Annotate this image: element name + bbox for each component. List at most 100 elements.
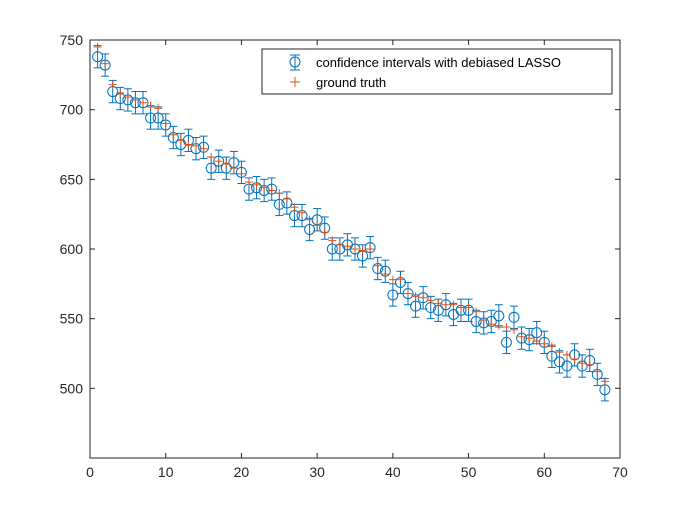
ci-estimate-marker [470, 315, 482, 327]
ground-truth-marker [320, 228, 329, 237]
ground-truth-marker [585, 360, 594, 369]
ground-truth-marker [199, 144, 208, 153]
y-tick-label: 550 [60, 311, 84, 327]
ci-estimate-marker [205, 162, 217, 174]
ground-truth-marker [396, 275, 405, 284]
ci-estimate-marker [402, 288, 414, 300]
ground-truth-marker [593, 367, 602, 376]
ci-estimate-marker [137, 97, 149, 109]
ground-truth-layer [93, 42, 609, 386]
ground-truth-marker [510, 325, 518, 334]
ci-estimate-marker [213, 155, 225, 167]
y-tick-label: 750 [60, 32, 84, 48]
ground-truth-marker [540, 339, 549, 348]
ground-truth-marker [108, 80, 117, 89]
ci-estimate-marker [152, 112, 164, 124]
ground-truth-marker [237, 169, 246, 178]
ground-truth-marker [532, 336, 541, 345]
ci-point [546, 344, 558, 368]
ground-truth-marker [275, 189, 284, 198]
ground-truth-marker [449, 300, 458, 309]
ground-truth-marker [335, 240, 344, 249]
ground-truth-marker [464, 303, 473, 312]
ground-truth-marker [563, 350, 571, 359]
legend-box [261, 48, 613, 95]
ground-truth-marker [525, 334, 534, 343]
x-tick-label: 60 [536, 464, 552, 480]
ground-truth-marker [305, 215, 314, 224]
ground-truth-marker [479, 316, 488, 325]
y-tick-label: 650 [60, 171, 84, 187]
ci-estimate-marker [417, 292, 429, 304]
ci-estimate-marker [493, 310, 505, 322]
ground-truth-marker [547, 342, 556, 351]
ground-truth-marker [411, 292, 420, 301]
y-tick-label: 600 [60, 241, 84, 257]
ground-truth-marker [101, 59, 110, 68]
ci-estimate-marker [508, 311, 520, 323]
y-tick-label: 500 [60, 380, 84, 396]
ci-point [387, 283, 399, 307]
ground-truth-marker [472, 307, 481, 316]
ground-truth-marker [502, 323, 511, 332]
ground-truth-marker [343, 242, 352, 251]
ground-truth-marker [139, 98, 147, 107]
ground-truth-marker [116, 88, 125, 97]
ci-point [213, 149, 225, 173]
ci-estimate-marker [410, 300, 422, 312]
ground-truth-marker [184, 140, 193, 149]
ground-truth-marker [229, 164, 238, 173]
ground-truth-marker [260, 183, 269, 192]
x-tick-label: 50 [461, 464, 477, 480]
ci-estimate-marker [304, 223, 316, 235]
ground-truth-marker [358, 246, 367, 255]
axis-ticks: 0 10 20 30 40 50 60 70 500 550 600 650 700 750 [60, 32, 628, 480]
ground-truth-marker [328, 236, 337, 245]
ci-estimate-marker [500, 336, 512, 348]
ground-truth-marker [245, 178, 253, 187]
ground-truth-marker [578, 359, 587, 368]
ground-truth-marker [146, 101, 155, 110]
legend-marker-errorbar [289, 54, 301, 71]
ground-truth-marker [207, 153, 216, 162]
ground-truth-marker [313, 221, 322, 230]
ground-truth-marker [457, 303, 465, 312]
ground-truth-marker [154, 104, 163, 113]
x-tick-label: 20 [234, 464, 250, 480]
ground-truth-marker [298, 208, 306, 217]
ground-truth-marker [290, 203, 299, 212]
ci-estimate-marker [92, 51, 104, 63]
ground-truth-marker [381, 270, 390, 279]
ground-truth-marker [214, 157, 223, 166]
ground-truth-marker [192, 141, 200, 150]
ground-truth-marker [487, 320, 496, 329]
ci-point [500, 330, 512, 354]
ground-truth-marker [555, 348, 564, 357]
ground-truth-marker [267, 186, 276, 195]
ground-truth-marker [494, 321, 503, 330]
ground-truth-marker [600, 377, 609, 386]
x-tick-label: 40 [385, 464, 401, 480]
ground-truth-marker [123, 93, 132, 102]
ci-estimate-marker [349, 243, 361, 255]
ground-truth-marker [176, 136, 185, 145]
ground-truth-marker [282, 194, 291, 203]
ground-truth-marker [426, 296, 435, 305]
legend-label-ci: confidence intervals with debiased LASSO [316, 55, 561, 70]
legend-label-ground-truth: ground truth [316, 75, 386, 90]
ground-truth-marker [161, 119, 170, 128]
y-tick-label: 700 [60, 102, 84, 118]
x-tick-label: 0 [86, 464, 94, 480]
ground-truth-marker [373, 261, 382, 270]
ground-truth-marker [252, 180, 261, 189]
ground-truth-marker [131, 95, 140, 104]
x-tick-label: 30 [309, 464, 325, 480]
ground-truth-marker [517, 332, 526, 341]
x-tick-label: 10 [158, 464, 174, 480]
legend: confidence intervals with debiased LASSO… [261, 48, 613, 95]
ci-estimate-marker [387, 289, 399, 301]
legend-marker-plus [290, 77, 300, 87]
ground-truth-marker [222, 160, 231, 169]
ground-truth-marker [351, 245, 359, 253]
